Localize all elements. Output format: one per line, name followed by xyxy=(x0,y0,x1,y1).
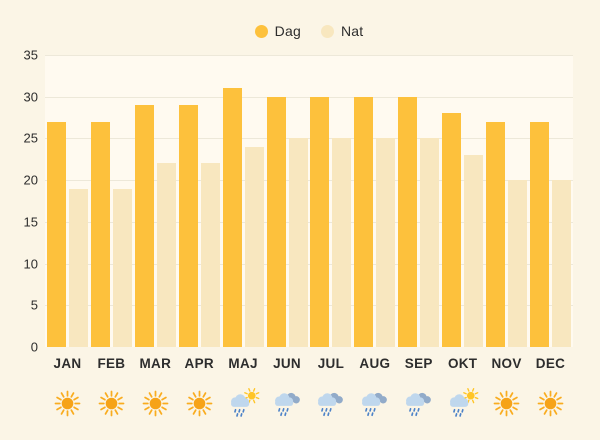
month-label-apr: APR xyxy=(184,356,214,371)
bar-series xyxy=(45,55,573,347)
sun-rain-icon xyxy=(442,386,483,420)
dag-bar-okt xyxy=(442,113,462,347)
month-label-dec: DEC xyxy=(535,356,566,371)
nat-bar-maj xyxy=(244,146,264,347)
dag-bar-nov xyxy=(486,121,506,347)
sun-rain-icon xyxy=(223,386,264,420)
month-label-jan: JAN xyxy=(53,356,82,371)
month-label-mar: MAR xyxy=(139,356,172,371)
legend-item-dag: Dag xyxy=(254,23,301,39)
dag-series-label: Dag xyxy=(274,23,301,39)
dag-bar-jul xyxy=(310,96,330,347)
chart-legend: Dag Nat xyxy=(45,23,573,39)
gridline-25 xyxy=(45,138,573,140)
sun-icon xyxy=(47,386,88,420)
nat-bar-mar xyxy=(156,163,176,347)
rain-cloud-icon xyxy=(310,386,351,420)
bar-group-jan xyxy=(47,55,88,347)
rain-cloud-icon xyxy=(267,386,308,420)
y-axis-label-10: 10 xyxy=(23,256,38,272)
bar-group-feb xyxy=(90,55,132,347)
sun-icon xyxy=(135,386,176,420)
y-axis-label-15: 15 xyxy=(23,214,38,230)
bar-group-maj xyxy=(222,55,264,347)
nat-series-swatch xyxy=(320,24,334,38)
rain-cloud-icon xyxy=(398,386,439,420)
dag-bar-aug xyxy=(354,96,374,347)
nat-bar-sep xyxy=(420,138,440,347)
month-label-aug: AUG xyxy=(359,356,391,371)
nat-bar-nov xyxy=(508,180,528,347)
y-axis-label-5: 5 xyxy=(30,297,38,313)
month-label-nov: NOV xyxy=(491,356,522,371)
nat-bar-apr xyxy=(200,163,220,347)
dag-bar-jun xyxy=(266,96,286,347)
nat-bar-aug xyxy=(376,138,396,347)
nat-bar-jan xyxy=(69,188,88,347)
weather-icons-row xyxy=(45,386,573,420)
month-label-maj: MAJ xyxy=(228,356,258,371)
dag-bar-maj xyxy=(222,88,242,347)
dag-bar-sep xyxy=(398,96,418,347)
rain-cloud-icon xyxy=(354,386,395,420)
month-label-feb: FEB xyxy=(97,356,126,371)
nat-series-label: Nat xyxy=(340,23,364,39)
dag-bar-mar xyxy=(134,105,154,347)
bar-group-nov xyxy=(486,55,528,347)
month-label-sep: SEP xyxy=(404,356,433,371)
bar-group-dec xyxy=(529,55,571,347)
dag-bar-jan xyxy=(47,121,66,347)
gridline-5 xyxy=(45,305,573,307)
legend-item-nat: Nat xyxy=(320,23,364,39)
bar-group-jul xyxy=(310,55,352,347)
dag-bar-apr xyxy=(178,105,198,347)
bar-group-mar xyxy=(134,55,176,347)
bar-group-apr xyxy=(178,55,220,347)
gridline-30 xyxy=(45,96,573,98)
dag-series-swatch xyxy=(254,24,268,38)
bar-group-jun xyxy=(266,55,308,347)
month-label-jul: JUL xyxy=(317,356,345,371)
nat-bar-okt xyxy=(464,155,484,347)
y-axis-label-20: 20 xyxy=(23,172,38,188)
gridline-35 xyxy=(45,55,573,56)
sun-icon xyxy=(91,386,132,420)
month-label-jun: JUN xyxy=(273,356,301,371)
sun-icon xyxy=(530,386,571,420)
dag-bar-feb xyxy=(90,121,110,347)
x-axis-labels: JAN FEB MAR APR MAJ JUN JUL AUG SEP OKT NOV DEC xyxy=(45,356,573,371)
nat-bar-jun xyxy=(288,138,308,347)
month-label-okt: OKT xyxy=(447,356,478,371)
bar-group-okt xyxy=(442,55,484,347)
dag-bar-dec xyxy=(529,121,549,347)
gridline-15 xyxy=(45,221,573,223)
nat-bar-dec xyxy=(551,180,571,347)
y-axis-label-25: 25 xyxy=(23,130,38,146)
bar-group-aug xyxy=(354,55,396,347)
nat-bar-feb xyxy=(112,188,132,347)
y-axis: 0 5 10 15 20 25 30 35 xyxy=(0,49,38,354)
y-axis-label-30: 30 xyxy=(23,89,38,105)
gridline-20 xyxy=(45,180,573,182)
plot-area xyxy=(45,55,573,347)
sun-icon xyxy=(486,386,527,420)
gridline-10 xyxy=(45,263,573,265)
y-axis-label-35: 35 xyxy=(23,47,38,63)
bar-group-sep xyxy=(398,55,440,347)
sun-icon xyxy=(179,386,220,420)
y-axis-label-0: 0 xyxy=(30,339,38,355)
nat-bar-jul xyxy=(332,138,352,347)
